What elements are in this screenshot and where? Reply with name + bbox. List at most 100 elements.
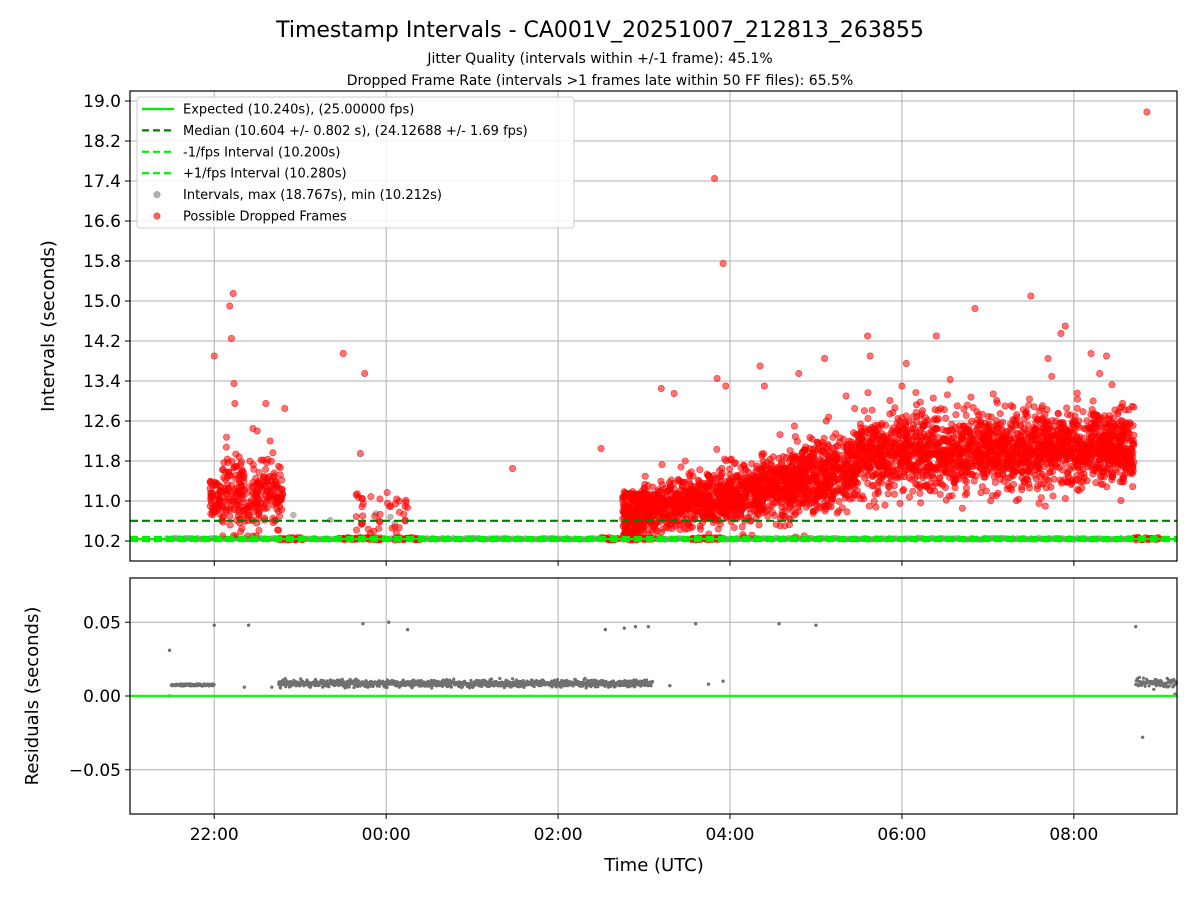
- dropped-frame-point: [886, 397, 894, 405]
- dropped-frame-point: [964, 465, 972, 473]
- dropped-frame-point: [1087, 462, 1095, 470]
- dropped-frame-point: [992, 417, 1000, 425]
- dropped-frame-point: [1042, 484, 1050, 492]
- dropped-frame-point: [945, 450, 953, 458]
- dropped-frame-point: [867, 464, 875, 472]
- dropped-frame-point: [905, 493, 913, 501]
- legend-marker: [153, 191, 161, 199]
- dropped-frame-point: [756, 362, 764, 370]
- dropped-frame-point: [728, 498, 736, 506]
- dropped-frame-point: [771, 511, 779, 519]
- dropped-frame-point: [276, 512, 284, 520]
- dropped-frame-point: [1051, 460, 1059, 468]
- dropped-frame-point: [1063, 453, 1071, 461]
- dropped-frame-point: [1059, 420, 1067, 428]
- dropped-frame-point: [781, 522, 789, 530]
- dropped-frame-point: [641, 472, 649, 480]
- dropped-frame-point: [737, 498, 745, 506]
- dropped-frame-point: [1089, 411, 1097, 419]
- dropped-frame-point: [808, 446, 816, 454]
- dropped-frame-point: [641, 480, 649, 488]
- dropped-frame-point: [619, 496, 627, 504]
- dropped-frame-point: [950, 465, 958, 473]
- dropped-frame-point: [1116, 478, 1124, 486]
- dropped-frame-point: [909, 413, 917, 421]
- dropped-frame-point: [1033, 485, 1041, 493]
- dropped-frame-point: [821, 491, 829, 499]
- dropped-frame-point: [1143, 108, 1151, 116]
- dropped-frame-point: [814, 438, 822, 446]
- dropped-frame-point: [899, 487, 907, 495]
- dropped-frame-point: [902, 359, 910, 367]
- dropped-frame-point: [856, 420, 864, 428]
- dropped-frame-point: [905, 426, 913, 434]
- dropped-frame-point: [1003, 431, 1011, 439]
- dropped-frame-point: [754, 475, 762, 483]
- dropped-frame-point: [206, 478, 214, 486]
- intervals-y-tick-label: 19.0: [83, 92, 121, 112]
- dropped-frame-point: [240, 506, 248, 514]
- intervals-y-tick-label: 14.2: [83, 332, 121, 352]
- dropped-frame-point: [903, 441, 911, 449]
- dropped-frame-point: [911, 433, 919, 441]
- dropped-frame-point: [1073, 404, 1081, 412]
- dropped-frame-point: [925, 450, 933, 458]
- dropped-frame-point: [713, 374, 721, 382]
- dropped-frame-point: [898, 457, 906, 465]
- dropped-frame-point: [809, 453, 817, 461]
- dropped-frame-point: [846, 495, 854, 503]
- dropped-frame-point: [996, 410, 1004, 418]
- dropped-frame-point: [814, 467, 822, 475]
- dropped-frame-point: [923, 432, 931, 440]
- dropped-frame-point: [274, 526, 282, 534]
- dropped-frame-point: [1001, 402, 1009, 410]
- dropped-frame-point: [220, 459, 228, 467]
- dropped-frame-point: [271, 477, 279, 485]
- dropped-frame-point: [679, 482, 687, 490]
- dropped-frame-point: [226, 302, 234, 310]
- dropped-frame-point: [953, 402, 961, 410]
- dropped-frame-point: [901, 473, 909, 481]
- dropped-frame-point: [991, 457, 999, 465]
- dropped-frame-point: [891, 404, 899, 412]
- dropped-frame-point: [864, 389, 872, 397]
- dropped-frame-point: [1073, 389, 1081, 397]
- dropped-frame-point: [1087, 349, 1095, 357]
- dropped-frame-point: [952, 457, 960, 465]
- dropped-frame-point: [361, 369, 369, 377]
- dropped-frame-point: [738, 523, 746, 531]
- dropped-frame-point: [989, 390, 997, 398]
- dropped-frame-point: [767, 465, 775, 473]
- dropped-frame-point: [222, 443, 230, 451]
- intervals-y-tick-label: 10.2: [83, 532, 121, 552]
- dropped-frame-point: [778, 503, 786, 511]
- dropped-frame-point: [857, 470, 865, 478]
- dropped-frame-point: [1003, 485, 1011, 493]
- dropped-frame-point: [984, 413, 992, 421]
- dropped-frame-point: [857, 443, 865, 451]
- dropped-frame-point: [226, 506, 234, 514]
- dropped-frame-point: [1119, 434, 1127, 442]
- dropped-frame-point: [1061, 322, 1069, 330]
- dropped-frame-point: [353, 526, 361, 534]
- dropped-frame-point: [764, 512, 772, 520]
- dropped-frame-point: [780, 465, 788, 473]
- dropped-frame-point: [250, 465, 258, 473]
- dropped-frame-point: [737, 510, 745, 518]
- dropped-frame-point: [807, 486, 815, 494]
- dropped-frame-point: [230, 379, 238, 387]
- dropped-frame-point: [832, 443, 840, 451]
- dropped-frame-point: [976, 460, 984, 468]
- dropped-frame-point: [835, 487, 843, 495]
- dropped-frame-point: [1078, 484, 1086, 492]
- dropped-frame-point: [704, 472, 712, 480]
- dropped-frame-point: [771, 484, 779, 492]
- dropped-frame-point: [682, 493, 690, 501]
- dropped-frame-point: [657, 477, 665, 485]
- dropped-frame-point: [1046, 468, 1054, 476]
- dropped-frame-point: [927, 427, 935, 435]
- dropped-frame-point: [864, 414, 872, 422]
- legend-label: +1/fps Interval (10.280s): [183, 167, 347, 182]
- dropped-frame-point: [821, 354, 829, 362]
- dropped-frame-point: [1090, 423, 1098, 431]
